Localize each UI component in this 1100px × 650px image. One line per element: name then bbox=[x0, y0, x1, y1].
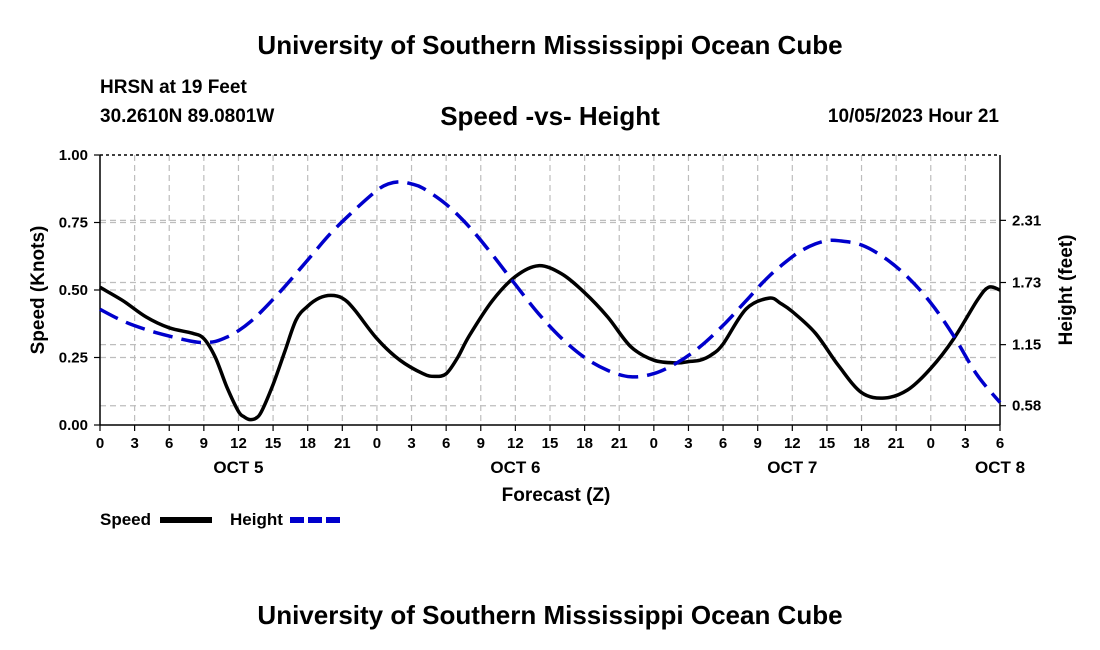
x-date-label: OCT 5 bbox=[213, 458, 263, 477]
y-tick-label: 0.75 bbox=[59, 215, 88, 232]
series-line-speed bbox=[99, 263, 1001, 422]
x-tick-label: 0 bbox=[96, 435, 104, 452]
x-tick-label: 18 bbox=[853, 435, 870, 452]
y-tick-label: 0.00 bbox=[59, 417, 88, 434]
x-tick-label: 15 bbox=[265, 435, 282, 452]
x-tick-label: 12 bbox=[507, 435, 524, 452]
x-tick-label: 9 bbox=[477, 435, 485, 452]
x-tick-label: 12 bbox=[784, 435, 801, 452]
x-axis-title: Forecast (Z) bbox=[502, 485, 611, 506]
x-tick-label: 9 bbox=[200, 435, 208, 452]
x-tick-label: 3 bbox=[407, 435, 415, 452]
x-tick-label: 3 bbox=[961, 435, 969, 452]
coordinates-label: 30.2610N 89.0801W bbox=[100, 106, 275, 127]
x-tick-label: 9 bbox=[754, 435, 762, 452]
x-tick-label: 6 bbox=[165, 435, 173, 452]
x-tick-label: 3 bbox=[130, 435, 138, 452]
x-tick-label: 3 bbox=[684, 435, 692, 452]
x-tick-label: 0 bbox=[650, 435, 658, 452]
y-axis-title: Speed (Knots) bbox=[28, 226, 49, 355]
y2-tick-label: 2.31 bbox=[1012, 212, 1041, 229]
x-tick-label: 0 bbox=[927, 435, 935, 452]
x-tick-label: 21 bbox=[334, 435, 351, 452]
y2-tick-label: 1.15 bbox=[1012, 337, 1041, 354]
footer-title: University of Southern Mississippi Ocean… bbox=[257, 600, 843, 630]
legend-label-height: Height bbox=[230, 510, 283, 529]
page-title: University of Southern Mississippi Ocean… bbox=[257, 30, 843, 60]
x-tick-label: 15 bbox=[542, 435, 559, 452]
speed-height-chart: 0 3 6 9 12 15 18 21 0 3 6 9 12 15 18 21 0 3 6 9 12 15 18 21 0 3 6 O… bbox=[28, 147, 1077, 529]
y2-axis-title: Height (feet) bbox=[1056, 235, 1077, 346]
y2-tick-label: 1.73 bbox=[1012, 275, 1041, 292]
chart-title: Speed -vs- Height bbox=[440, 101, 660, 131]
x-date-label: OCT 6 bbox=[490, 458, 540, 477]
y-tick-label: 1.00 bbox=[59, 147, 88, 164]
y2-tick-label: 0.58 bbox=[1012, 398, 1041, 415]
forecast-datetime: 10/05/2023 Hour 21 bbox=[827, 106, 999, 127]
x-tick-label: 21 bbox=[888, 435, 905, 452]
x-tick-label: 0 bbox=[373, 435, 381, 452]
x-tick-label: 15 bbox=[819, 435, 836, 452]
x-tick-label: 18 bbox=[299, 435, 316, 452]
x-date-label: OCT 8 bbox=[975, 458, 1025, 477]
x-tick-label: 6 bbox=[719, 435, 727, 452]
station-label: HRSN at 19 Feet bbox=[100, 77, 247, 98]
x-date-label: OCT 7 bbox=[767, 458, 817, 477]
legend-label-speed: Speed bbox=[100, 510, 151, 529]
x-tick-label: 6 bbox=[996, 435, 1004, 452]
x-tick-label: 6 bbox=[442, 435, 450, 452]
x-tick-label: 18 bbox=[576, 435, 593, 452]
x-tick-label: 21 bbox=[611, 435, 628, 452]
y-tick-label: 0.50 bbox=[59, 282, 88, 299]
x-tick-label: 12 bbox=[230, 435, 247, 452]
series-line-height bbox=[99, 180, 1002, 404]
y-tick-label: 0.25 bbox=[59, 350, 88, 367]
